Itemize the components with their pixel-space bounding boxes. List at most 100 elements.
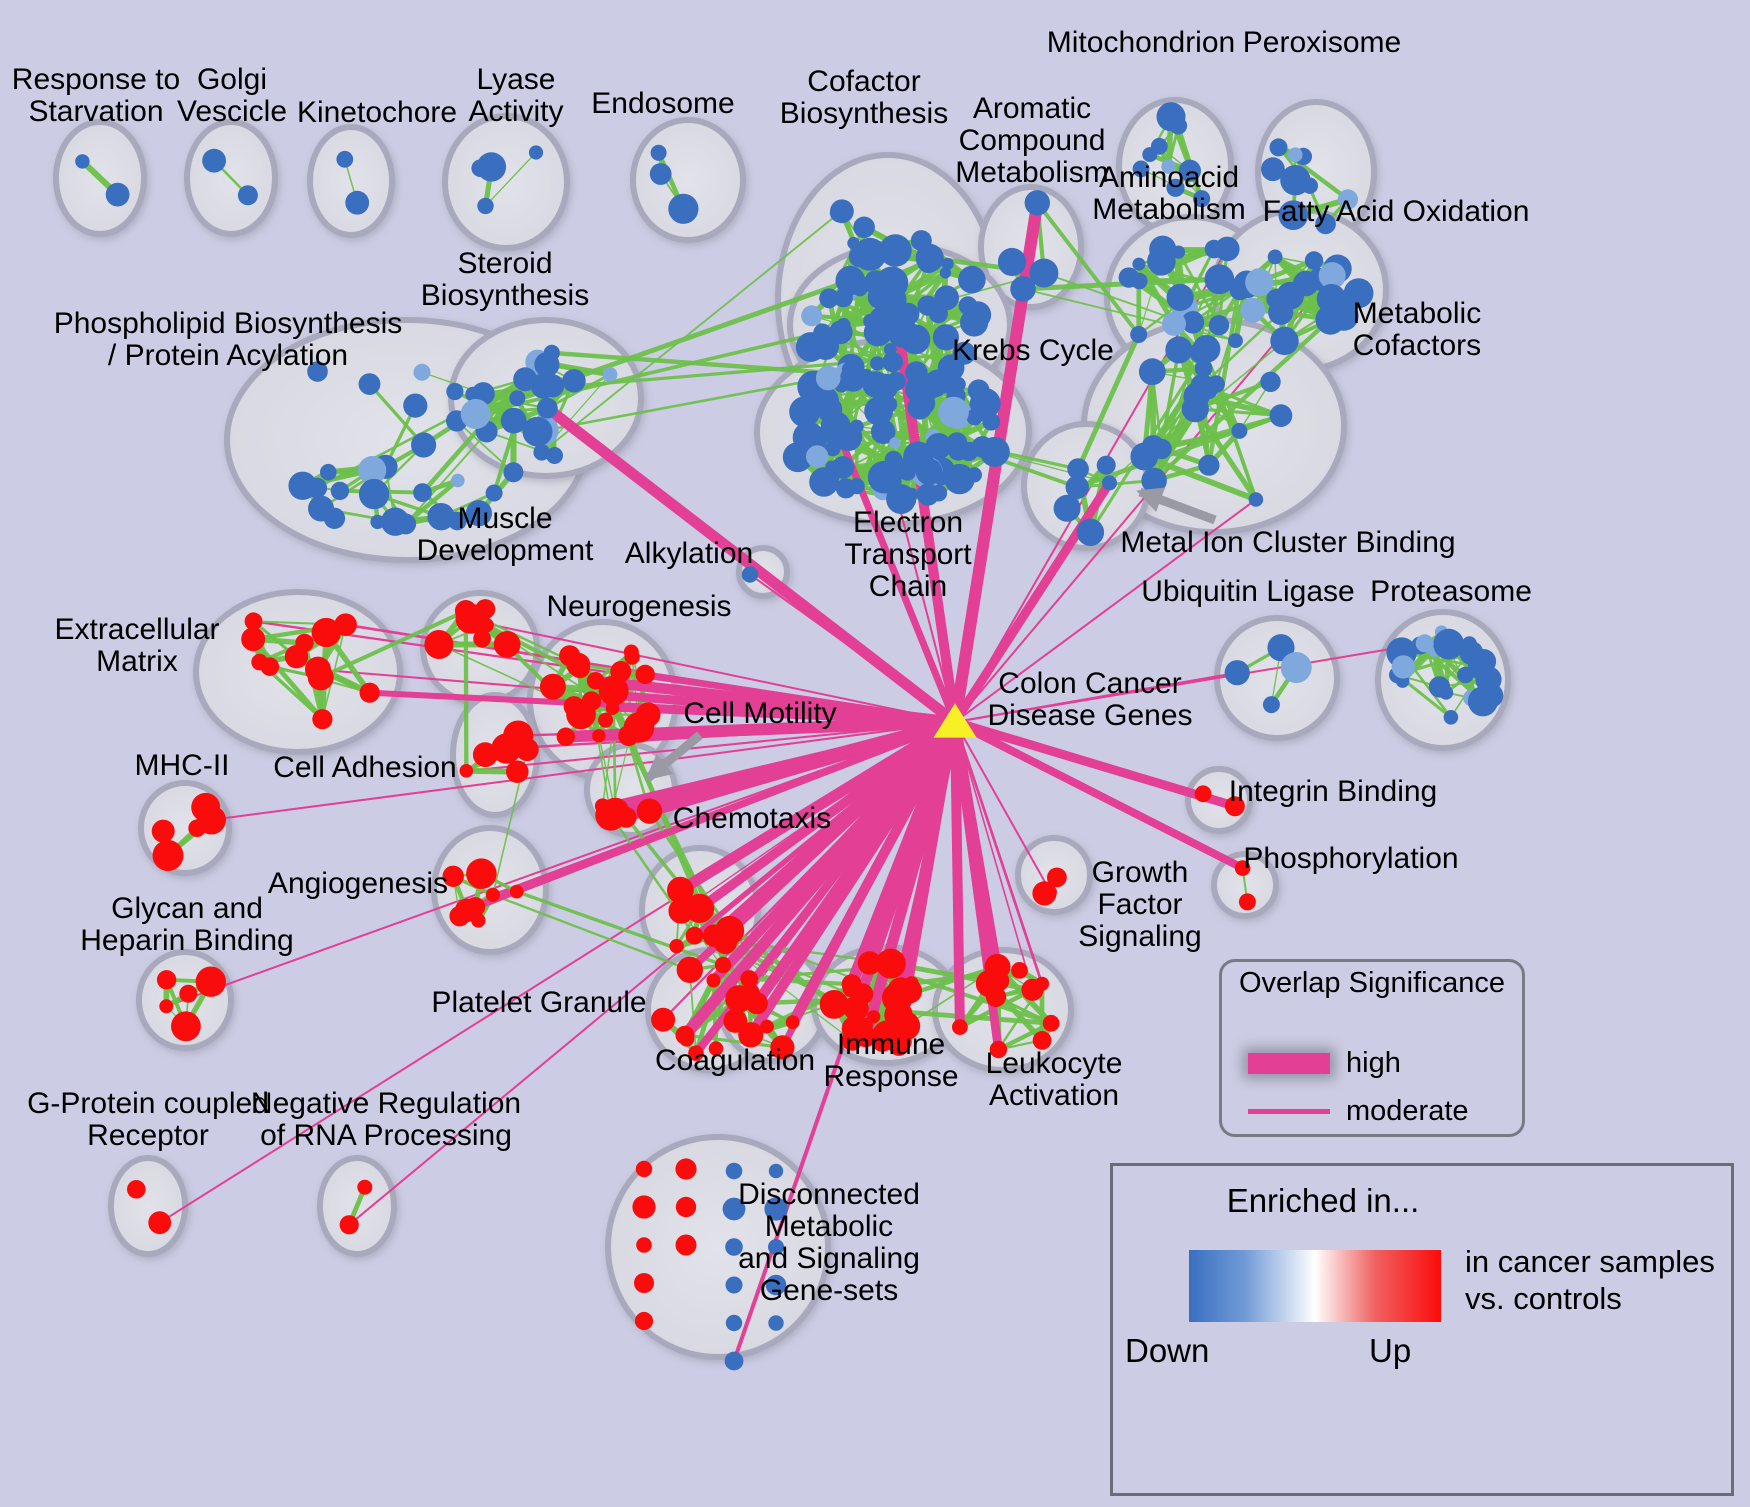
gene-set-node[interactable] — [925, 433, 952, 460]
gene-set-node[interactable] — [1224, 660, 1250, 686]
gene-set-node[interactable] — [307, 361, 328, 382]
gene-set-node[interactable] — [1315, 213, 1336, 235]
gene-set-node[interactable] — [594, 798, 611, 814]
gene-set-node[interactable] — [244, 612, 263, 631]
gene-set-node[interactable] — [358, 373, 381, 395]
gene-set-node[interactable] — [1471, 649, 1497, 674]
gene-set-node[interactable] — [825, 440, 841, 457]
gene-set-node[interactable] — [202, 148, 227, 173]
gene-set-node[interactable] — [1238, 893, 1256, 911]
gene-set-node[interactable] — [1162, 311, 1186, 336]
gene-set-node[interactable] — [522, 416, 553, 447]
gene-set-node[interactable] — [1415, 634, 1434, 653]
gene-set-node[interactable] — [835, 478, 857, 499]
gene-set-node[interactable] — [897, 302, 920, 326]
gene-set-node[interactable] — [843, 995, 869, 1021]
gene-set-node[interactable] — [842, 363, 854, 375]
gene-set-node[interactable] — [789, 396, 821, 428]
gene-set-node[interactable] — [884, 1000, 913, 1030]
gene-set-node[interactable] — [1042, 1014, 1060, 1032]
gene-set-node[interactable] — [1189, 342, 1211, 363]
gene-set-node[interactable] — [1215, 236, 1240, 262]
gene-set-node[interactable] — [1245, 268, 1274, 297]
gene-set-node[interactable] — [1102, 475, 1117, 491]
gene-set-node[interactable] — [738, 1022, 764, 1048]
gene-set-node[interactable] — [179, 984, 198, 1003]
gene-set-node[interactable] — [465, 897, 486, 917]
gene-set-node[interactable] — [853, 216, 875, 239]
gene-set-node[interactable] — [506, 760, 529, 783]
gene-set-node[interactable] — [1261, 157, 1285, 182]
gene-set-node[interactable] — [917, 250, 940, 274]
gene-set-node[interactable] — [857, 951, 882, 975]
gene-set-node[interactable] — [1287, 147, 1303, 163]
gene-set-node[interactable] — [938, 396, 969, 428]
gene-set-node[interactable] — [1141, 435, 1165, 459]
gene-set-node[interactable] — [556, 727, 575, 746]
gene-set-node[interactable] — [967, 379, 990, 402]
gene-set-node[interactable] — [1228, 333, 1243, 349]
gene-set-node[interactable] — [745, 992, 768, 1015]
gene-set-node[interactable] — [485, 887, 500, 903]
gene-set-node[interactable] — [323, 507, 346, 529]
gene-set-node[interactable] — [725, 985, 753, 1013]
gene-set-node[interactable] — [485, 484, 503, 502]
gene-set-node[interactable] — [581, 691, 602, 711]
gene-set-node[interactable] — [725, 1162, 743, 1180]
gene-set-node[interactable] — [411, 432, 437, 458]
gene-set-node[interactable] — [598, 675, 629, 706]
gene-set-node[interactable] — [835, 265, 866, 296]
gene-set-node[interactable] — [1391, 655, 1416, 679]
gene-set-node[interactable] — [989, 1040, 1008, 1059]
gene-set-node[interactable] — [1457, 666, 1474, 684]
gene-set-node[interactable] — [1260, 371, 1281, 392]
gene-set-node[interactable] — [403, 393, 428, 418]
gene-set-node[interactable] — [740, 970, 759, 988]
gene-set-node[interactable] — [636, 798, 663, 824]
gene-set-node[interactable] — [395, 513, 417, 535]
gene-set-node[interactable] — [1269, 404, 1293, 427]
gene-set-node[interactable] — [334, 613, 357, 636]
gene-set-node[interactable] — [1166, 178, 1185, 197]
gene-set-node[interactable] — [1065, 475, 1089, 499]
gene-set-node[interactable] — [563, 696, 585, 717]
gene-set-node[interactable] — [1443, 710, 1459, 725]
gene-set-node[interactable] — [809, 467, 839, 497]
gene-set-node[interactable] — [939, 267, 952, 279]
gene-set-node[interactable] — [853, 237, 887, 271]
gene-set-node[interactable] — [465, 500, 492, 527]
gene-set-node[interactable] — [997, 247, 1027, 277]
gene-set-node[interactable] — [1199, 380, 1218, 400]
gene-set-node[interactable] — [685, 893, 715, 924]
gene-set-node[interactable] — [454, 600, 477, 622]
hub-triangle[interactable] — [933, 703, 977, 738]
gene-set-node[interactable] — [849, 419, 864, 434]
gene-set-node[interactable] — [1096, 455, 1116, 475]
gene-set-node[interactable] — [1171, 245, 1186, 259]
gene-set-node[interactable] — [1021, 978, 1044, 1001]
gene-set-node[interactable] — [1204, 264, 1235, 295]
gene-set-node[interactable] — [75, 154, 90, 169]
gene-set-node[interactable] — [446, 382, 464, 401]
gene-set-node[interactable] — [1047, 867, 1067, 888]
gene-set-node[interactable] — [295, 633, 314, 653]
gene-set-node[interactable] — [451, 473, 465, 488]
gene-set-node[interactable] — [251, 653, 268, 671]
gene-set-node[interactable] — [536, 397, 558, 419]
gene-set-node[interactable] — [1467, 686, 1498, 717]
gene-set-node[interactable] — [312, 709, 333, 730]
gene-set-node[interactable] — [598, 712, 614, 728]
gene-set-node[interactable] — [442, 865, 464, 887]
gene-set-node[interactable] — [370, 514, 385, 530]
gene-set-node[interactable] — [1076, 518, 1105, 546]
gene-set-node[interactable] — [932, 324, 960, 351]
gene-set-node[interactable] — [688, 1045, 704, 1061]
gene-set-node[interactable] — [330, 481, 350, 501]
gene-set-node[interactable] — [899, 464, 916, 481]
gene-set-node[interactable] — [320, 463, 337, 481]
gene-set-node[interactable] — [1439, 685, 1454, 700]
gene-set-node[interactable] — [156, 970, 177, 990]
gene-set-node[interactable] — [875, 948, 906, 979]
gene-set-node[interactable] — [148, 1211, 172, 1235]
gene-set-node[interactable] — [1029, 258, 1059, 288]
